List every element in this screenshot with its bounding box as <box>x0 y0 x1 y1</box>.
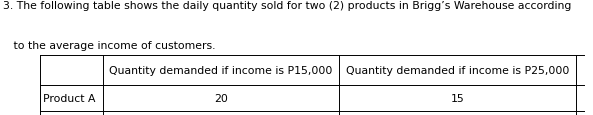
Text: to the average income of customers.: to the average income of customers. <box>3 40 215 50</box>
Text: 15: 15 <box>451 93 464 103</box>
Text: 20: 20 <box>214 93 228 103</box>
Text: 3. The following table shows the daily quantity sold for two (2) products in Bri: 3. The following table shows the daily q… <box>3 1 571 11</box>
Text: Quantity demanded if income is P25,000: Quantity demanded if income is P25,000 <box>346 65 569 75</box>
Text: Quantity demanded if income is P15,000: Quantity demanded if income is P15,000 <box>110 65 333 75</box>
Text: Product A: Product A <box>43 93 96 103</box>
